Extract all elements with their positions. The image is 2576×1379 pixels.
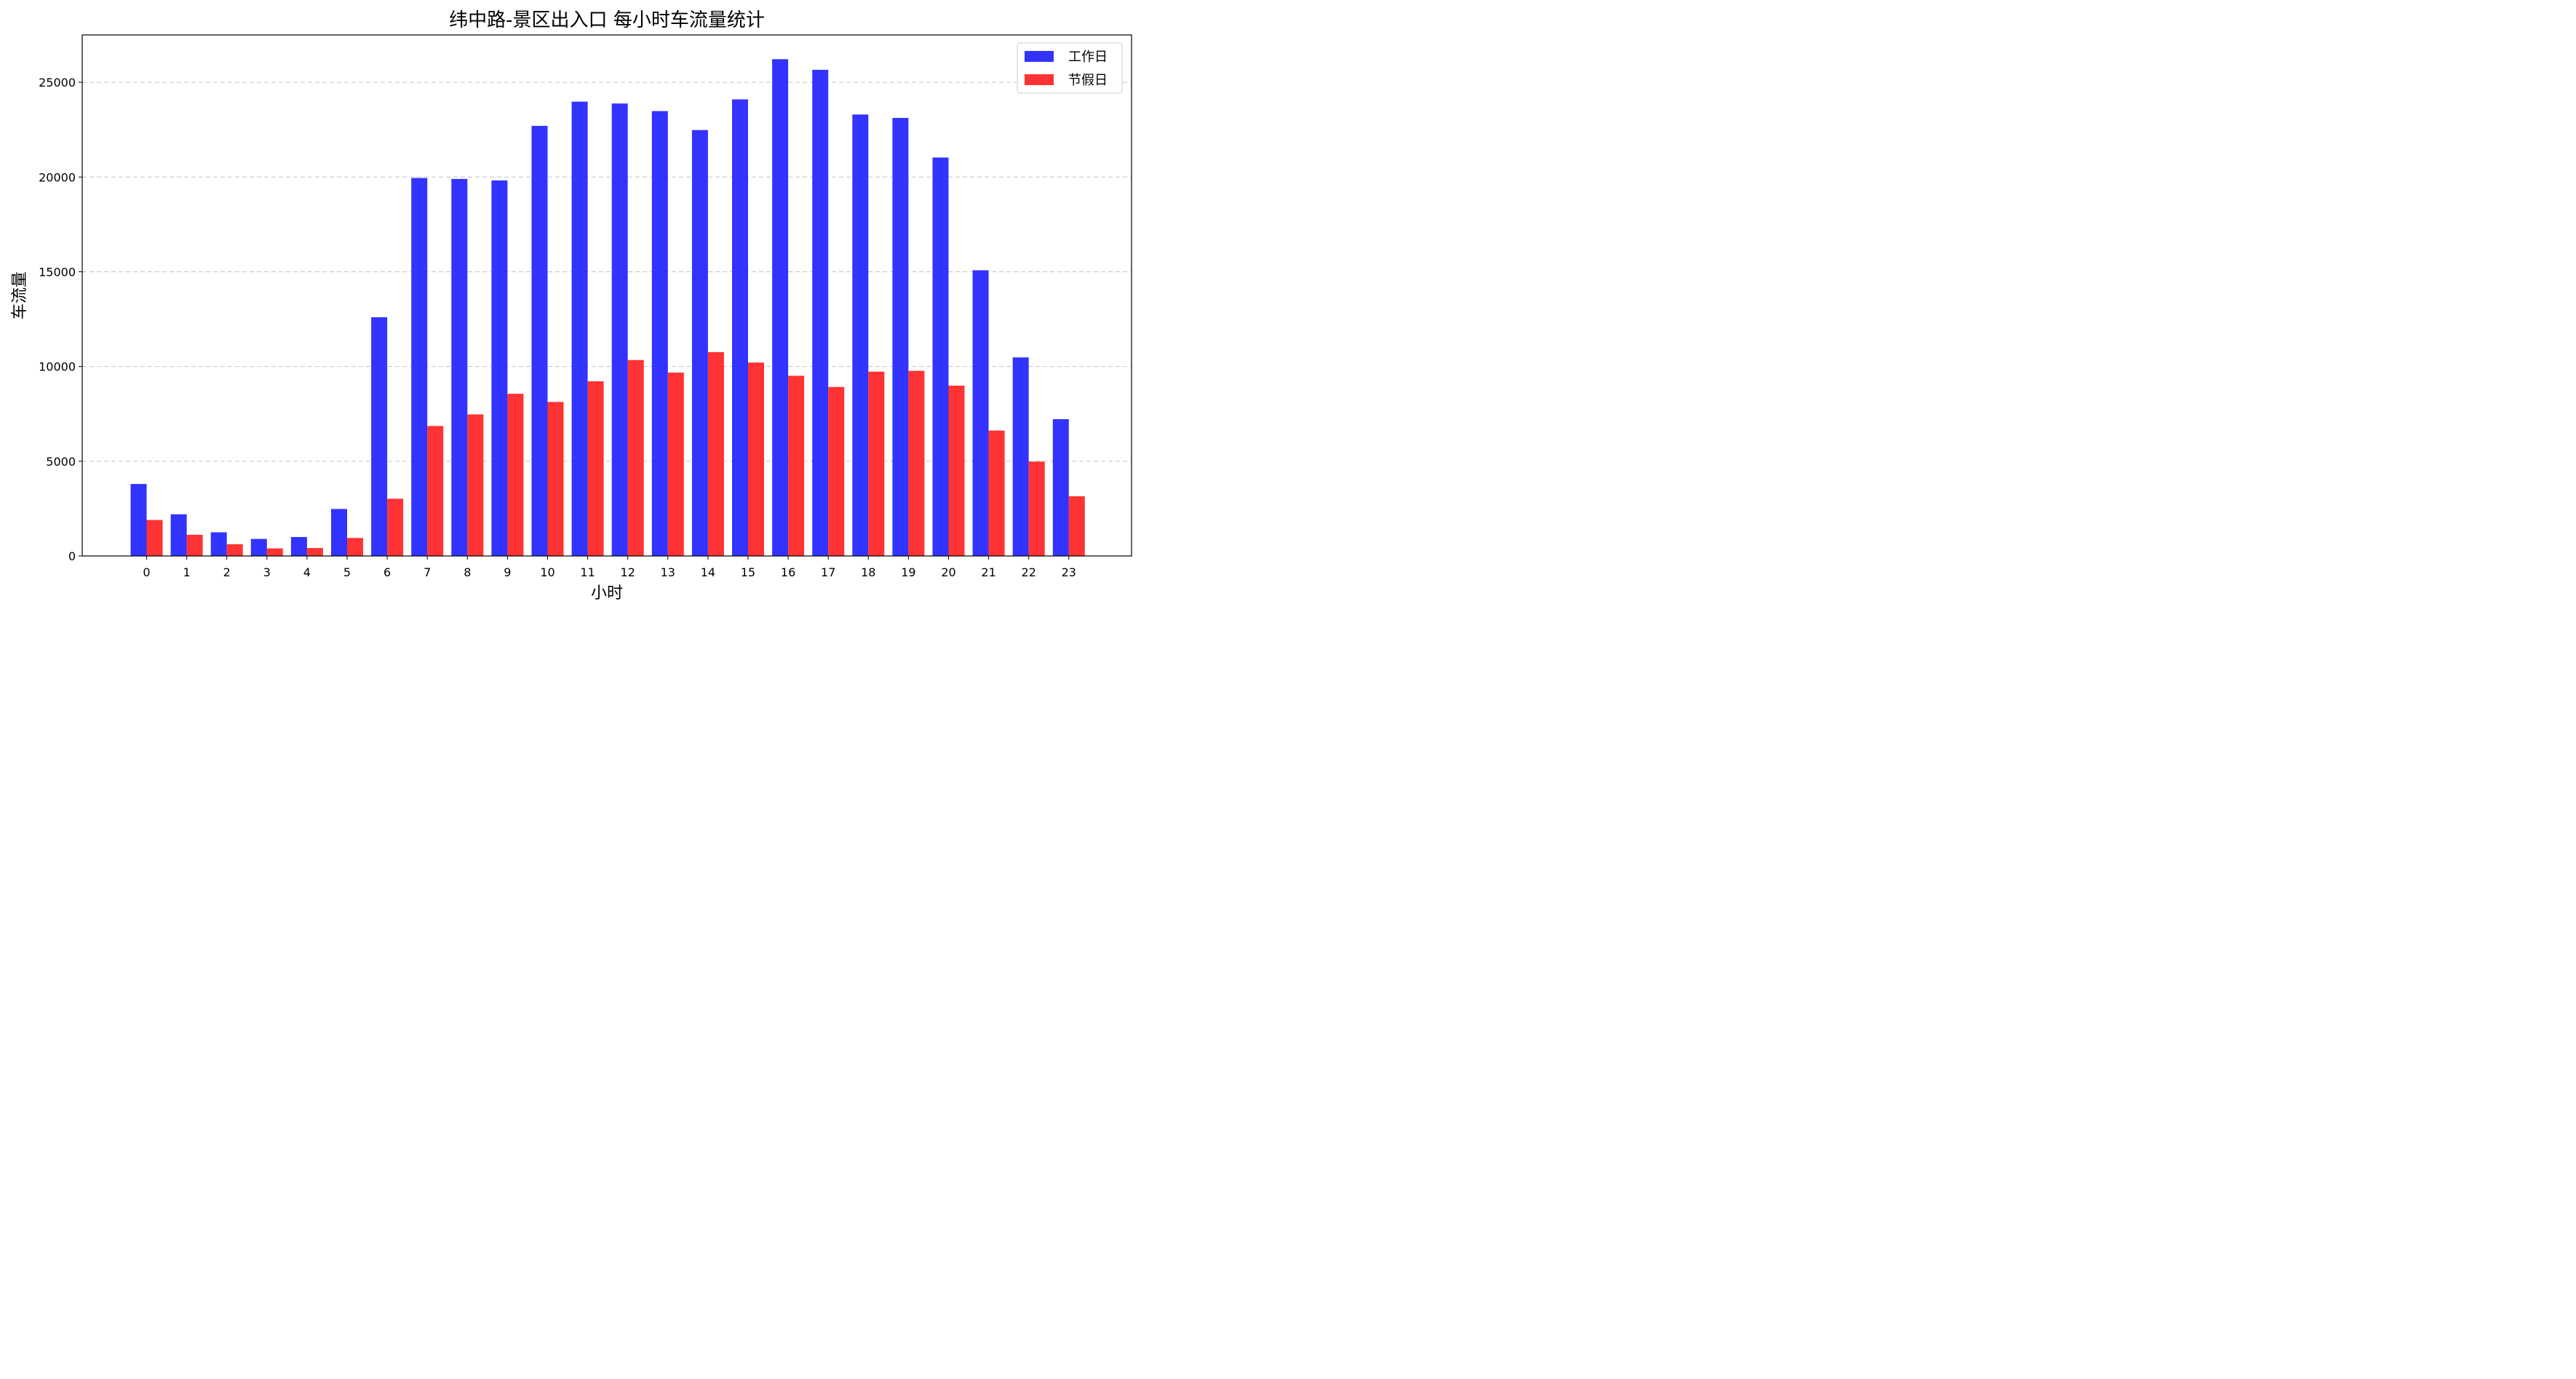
legend-swatch-holiday bbox=[1025, 74, 1054, 85]
chart-title: 纬中路-景区出入口 每小时车流量统计 bbox=[449, 9, 765, 31]
bar-holiday-21 bbox=[988, 430, 1005, 556]
y-tick-label: 25000 bbox=[39, 76, 76, 90]
bar-holiday-6 bbox=[387, 498, 404, 556]
x-tick-label: 23 bbox=[1062, 565, 1076, 579]
bar-workday-15 bbox=[732, 99, 748, 557]
bar-holiday-1 bbox=[186, 534, 203, 556]
x-tick-label: 16 bbox=[781, 565, 795, 579]
bar-holiday-8 bbox=[467, 414, 484, 556]
bar-workday-21 bbox=[972, 270, 989, 556]
x-tick-label: 0 bbox=[143, 565, 150, 579]
bar-holiday-0 bbox=[146, 520, 163, 556]
x-tick-label: 2 bbox=[223, 565, 231, 579]
bar-holiday-10 bbox=[547, 402, 564, 556]
bar-holiday-12 bbox=[627, 359, 644, 556]
x-tick-label: 22 bbox=[1022, 565, 1036, 579]
bar-holiday-14 bbox=[707, 351, 724, 556]
bar-workday-12 bbox=[611, 103, 628, 556]
x-tick-label: 8 bbox=[464, 565, 471, 579]
bar-holiday-17 bbox=[828, 386, 845, 556]
x-axis-title: 小时 bbox=[591, 584, 623, 603]
bar-workday-2 bbox=[210, 532, 227, 556]
legend-swatch-workday bbox=[1025, 51, 1054, 62]
bar-holiday-7 bbox=[427, 426, 444, 556]
bar-workday-14 bbox=[691, 130, 708, 557]
bar-holiday-15 bbox=[748, 362, 764, 556]
x-tick-label: 1 bbox=[183, 565, 191, 579]
bar-workday-3 bbox=[250, 539, 267, 556]
x-tick-label: 21 bbox=[981, 565, 995, 579]
bar-workday-7 bbox=[411, 178, 428, 557]
bar-workday-19 bbox=[892, 118, 909, 556]
bar-workday-18 bbox=[852, 114, 869, 556]
bar-workday-8 bbox=[451, 178, 468, 557]
bar-workday-23 bbox=[1052, 419, 1069, 556]
x-tick-label: 18 bbox=[861, 565, 875, 579]
x-tick-label: 14 bbox=[701, 565, 715, 579]
bar-holiday-23 bbox=[1068, 496, 1085, 556]
bars bbox=[130, 59, 1085, 557]
x-tick-label: 13 bbox=[661, 565, 675, 579]
bar-chart: 0 1 2 3 4 5 6 7 8 9 10 11 12 13 14 15 16 17 18 19 20 21 22 23 0… bbox=[0, 0, 1141, 609]
bar-workday-9 bbox=[491, 180, 508, 556]
bar-holiday-4 bbox=[306, 548, 323, 556]
x-tick-label: 12 bbox=[621, 565, 635, 579]
x-tick-label: 4 bbox=[303, 565, 311, 579]
x-axis-ticks: 0 1 2 3 4 5 6 7 8 9 10 11 12 13 14 15 16 17 18 19 20 21 22 23 bbox=[143, 556, 1076, 579]
x-tick-label: 11 bbox=[580, 565, 595, 579]
x-tick-label: 5 bbox=[343, 565, 351, 579]
bar-workday-20 bbox=[932, 157, 949, 557]
bar-holiday-2 bbox=[226, 544, 243, 556]
bar-holiday-18 bbox=[868, 371, 885, 556]
y-tick-label: 10000 bbox=[39, 360, 76, 374]
x-tick-label: 6 bbox=[383, 565, 391, 579]
y-tick-label: 15000 bbox=[39, 265, 76, 279]
bar-holiday-20 bbox=[948, 385, 965, 556]
bar-workday-13 bbox=[651, 111, 668, 556]
bar-holiday-5 bbox=[347, 538, 363, 556]
bar-holiday-19 bbox=[908, 370, 925, 556]
legend-label-workday: 工作日 bbox=[1068, 49, 1108, 65]
bar-holiday-16 bbox=[788, 375, 805, 556]
bar-holiday-22 bbox=[1028, 461, 1045, 556]
x-tick-label: 20 bbox=[941, 565, 955, 579]
y-axis-title: 车流量 bbox=[11, 271, 29, 319]
bar-workday-1 bbox=[170, 514, 187, 556]
chart-root: 0 1 2 3 4 5 6 7 8 9 10 11 12 13 14 15 16 17 18 19 20 21 22 23 0… bbox=[0, 0, 1141, 609]
bar-holiday-3 bbox=[266, 548, 283, 556]
x-tick-label: 3 bbox=[263, 565, 271, 579]
bar-workday-16 bbox=[772, 59, 789, 557]
bar-workday-22 bbox=[1012, 357, 1029, 556]
x-tick-label: 9 bbox=[504, 565, 511, 579]
bar-workday-4 bbox=[290, 536, 307, 556]
y-tick-label: 5000 bbox=[46, 455, 76, 469]
bar-holiday-9 bbox=[507, 394, 524, 556]
legend-label-holiday: 节假日 bbox=[1068, 73, 1108, 88]
bar-workday-10 bbox=[531, 125, 548, 556]
plot-frame bbox=[82, 34, 1132, 557]
bar-holiday-11 bbox=[587, 381, 604, 556]
x-tick-label: 7 bbox=[424, 565, 431, 579]
bar-holiday-13 bbox=[667, 372, 684, 556]
y-tick-label: 20000 bbox=[39, 170, 76, 184]
x-tick-label: 10 bbox=[540, 565, 554, 579]
bar-workday-6 bbox=[371, 317, 388, 556]
y-axis-ticks: 0 5000 10000 15000 20000 25000 bbox=[39, 76, 82, 563]
bar-workday-0 bbox=[130, 484, 147, 556]
y-tick-label: 0 bbox=[68, 549, 76, 563]
x-tick-label: 17 bbox=[821, 565, 835, 579]
x-tick-label: 19 bbox=[901, 565, 915, 579]
bar-workday-5 bbox=[331, 509, 347, 556]
legend: 工作日 节假日 bbox=[1017, 42, 1123, 94]
x-tick-label: 15 bbox=[741, 565, 755, 579]
bar-workday-11 bbox=[571, 101, 588, 556]
bar-workday-17 bbox=[812, 69, 829, 556]
